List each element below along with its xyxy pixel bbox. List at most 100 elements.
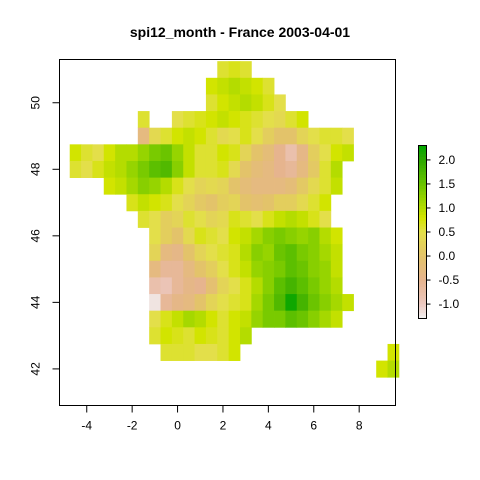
raster-cell (194, 277, 207, 295)
raster-cell (319, 310, 332, 328)
raster-cell (296, 294, 309, 312)
raster-cell (160, 160, 173, 178)
raster-cell (319, 144, 332, 162)
raster-cell (285, 227, 298, 245)
legend-swatch (418, 315, 427, 319)
raster-cell (205, 277, 218, 295)
raster-cell (319, 277, 332, 295)
legend-swatch (418, 180, 427, 184)
legend-swatch (418, 240, 427, 244)
legend-swatch (418, 154, 427, 158)
raster-cell (239, 244, 252, 262)
raster-cell (205, 194, 218, 212)
raster-cell (319, 194, 332, 212)
raster-cell (239, 277, 252, 295)
raster-cell (69, 160, 82, 178)
raster-cell (160, 210, 173, 228)
raster-cell (296, 144, 309, 162)
legend-swatch (418, 275, 427, 279)
raster-cell (205, 127, 218, 145)
raster-cell (194, 260, 207, 278)
raster-cell (228, 294, 241, 312)
raster-cell (251, 260, 264, 278)
raster-cell (342, 144, 354, 162)
legend-swatch (418, 188, 427, 192)
raster-cell (205, 260, 218, 278)
raster-cell (274, 127, 286, 145)
raster-cell (308, 144, 320, 162)
raster-cell (319, 244, 332, 262)
raster-cell (137, 194, 150, 212)
legend-swatch (418, 309, 427, 314)
raster-cell (160, 327, 173, 345)
raster-cell (296, 160, 309, 178)
raster-cell (205, 111, 218, 129)
legend-swatch (418, 252, 427, 256)
raster-cell (251, 77, 264, 95)
raster-cell (308, 177, 320, 195)
raster-cell (239, 160, 252, 178)
y-tick-label: 46 (29, 229, 43, 243)
raster-cell (149, 294, 161, 312)
raster-cell (296, 194, 309, 212)
legend-swatch (418, 263, 427, 267)
raster-cell (262, 194, 275, 212)
legend-swatch (418, 223, 427, 227)
raster-cell (330, 244, 343, 262)
raster-cell (149, 127, 161, 145)
raster-cell (296, 177, 309, 195)
raster-cell (81, 144, 93, 162)
legend-swatch (418, 159, 427, 164)
raster-cell (205, 294, 218, 312)
raster-cell (149, 277, 161, 295)
raster-cell (126, 194, 139, 212)
legend-swatch (418, 312, 427, 316)
legend-swatch (418, 269, 427, 273)
raster-cell (69, 144, 82, 162)
raster-cell (149, 327, 161, 345)
raster-cell (149, 210, 161, 228)
legend-swatch (418, 243, 427, 247)
raster-cell (205, 327, 218, 345)
y-tick-label: 44 (29, 295, 43, 309)
legend-swatch (418, 249, 427, 253)
raster-cell (319, 127, 332, 145)
raster-cell (239, 111, 252, 129)
raster-cell (160, 294, 173, 312)
legend-swatch (418, 232, 427, 236)
raster-cell (171, 127, 184, 145)
raster-cell (205, 144, 218, 162)
raster-cell (330, 160, 343, 178)
legend-tick-label: 1.5 (439, 177, 456, 191)
raster-cell (330, 127, 343, 145)
raster-cell (319, 260, 332, 278)
raster-cell (171, 111, 184, 129)
raster-cell (262, 160, 275, 178)
legend-tick-label: 0.0 (439, 249, 456, 263)
raster-cell (228, 61, 241, 79)
raster-cell (296, 127, 309, 145)
raster-cell (217, 177, 230, 195)
raster-cell (171, 177, 184, 195)
y-tick-label: 48 (29, 162, 43, 176)
raster-cell (285, 260, 298, 278)
legend-swatch (418, 266, 427, 270)
raster-cell (228, 160, 241, 178)
raster-cell (171, 310, 184, 328)
raster-cell (171, 194, 184, 212)
raster-cell (103, 177, 116, 195)
raster-cell (285, 194, 298, 212)
legend-swatch (418, 162, 427, 166)
raster-cell (217, 260, 230, 278)
raster-cell (274, 310, 286, 328)
raster-cell (217, 294, 230, 312)
raster-cell (262, 210, 275, 228)
raster-cell (149, 244, 161, 262)
legend-swatch (418, 208, 427, 213)
raster-cell (330, 277, 343, 295)
raster-cell (183, 177, 195, 195)
raster-cell (262, 177, 275, 195)
raster-cell (217, 277, 230, 295)
legend-swatch (418, 301, 427, 305)
